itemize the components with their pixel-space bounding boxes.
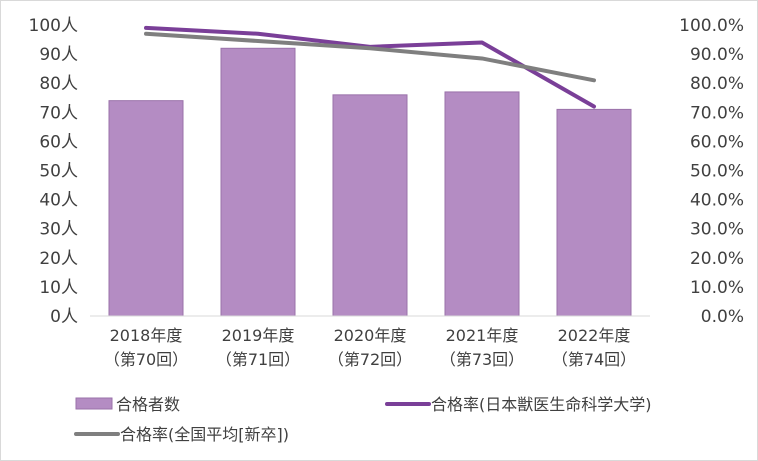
left-axis-ticks: 0人 10人 20人 30人 40人 50人 60人 70人 80人 90人 100人	[29, 16, 78, 327]
y-right-tick-6: 60.0%	[690, 132, 744, 152]
category-labels: 2018年度 （第70回） 2019年度 （第71回） 2020年度 （第72回） 2021…	[104, 326, 636, 369]
y-right-tick-2: 20.0%	[690, 249, 744, 269]
bar-2	[332, 94, 408, 317]
y-right-tick-5: 50.0%	[690, 162, 744, 182]
category-label-2-1: （第72回）	[328, 350, 412, 369]
y-left-tick-9: 90人	[39, 45, 78, 65]
y-left-tick-3: 30人	[39, 220, 78, 240]
legend-label-line-school: 合格率(日本獣医生命科学大学)	[431, 395, 652, 414]
y-left-tick-10: 100人	[29, 16, 78, 36]
bar-4	[556, 108, 632, 317]
y-left-tick-5: 50人	[39, 162, 78, 182]
y-left-tick-6: 60人	[39, 132, 78, 152]
y-left-tick-7: 70人	[39, 103, 78, 123]
category-label-3-0: 2021年度	[446, 326, 519, 345]
y-right-tick-0: 0.0%	[701, 307, 744, 327]
y-left-tick-4: 40人	[39, 191, 78, 211]
bars-group	[108, 47, 632, 317]
category-label-0-1: （第70回）	[104, 350, 188, 369]
right-axis-ticks: 0.0% 10.0% 20.0% 30.0% 40.0% 50.0% 60.0% 70.0% 8…	[679, 16, 744, 327]
legend-label-bar: 合格者数	[116, 395, 180, 414]
y-right-tick-4: 40.0%	[690, 191, 744, 211]
category-label-4-0: 2022年度	[558, 326, 631, 345]
bar-3	[444, 91, 520, 317]
y-left-tick-8: 80人	[39, 74, 78, 94]
y-left-tick-1: 10人	[39, 278, 78, 298]
category-label-1-0: 2019年度	[222, 326, 295, 345]
y-right-tick-9: 90.0%	[690, 45, 744, 65]
legend-swatch-bar	[75, 397, 113, 410]
y-left-tick-0: 0人	[50, 307, 78, 327]
series-line-1	[144, 31, 596, 83]
category-label-1-1: （第71回）	[216, 350, 300, 369]
legend-label-line-national: 合格率(全国平均[新卒])	[120, 425, 289, 444]
legend: 合格者数 合格率(日本獣医生命科学大学) 合格率(全国平均[新卒])	[74, 395, 652, 444]
category-label-2-0: 2020年度	[334, 326, 407, 345]
category-label-3-1: （第73回）	[440, 350, 524, 369]
bar-0	[108, 100, 184, 317]
category-label-4-1: （第74回）	[552, 350, 636, 369]
y-right-tick-7: 70.0%	[690, 103, 744, 123]
y-left-tick-2: 20人	[39, 249, 78, 269]
y-right-tick-1: 10.0%	[690, 278, 744, 298]
category-label-0-0: 2018年度	[110, 326, 183, 345]
bar-1	[220, 47, 296, 317]
y-right-tick-10: 100.0%	[679, 16, 744, 36]
lines-group	[144, 25, 596, 109]
y-right-tick-3: 30.0%	[690, 220, 744, 240]
y-right-tick-8: 80.0%	[690, 74, 744, 94]
